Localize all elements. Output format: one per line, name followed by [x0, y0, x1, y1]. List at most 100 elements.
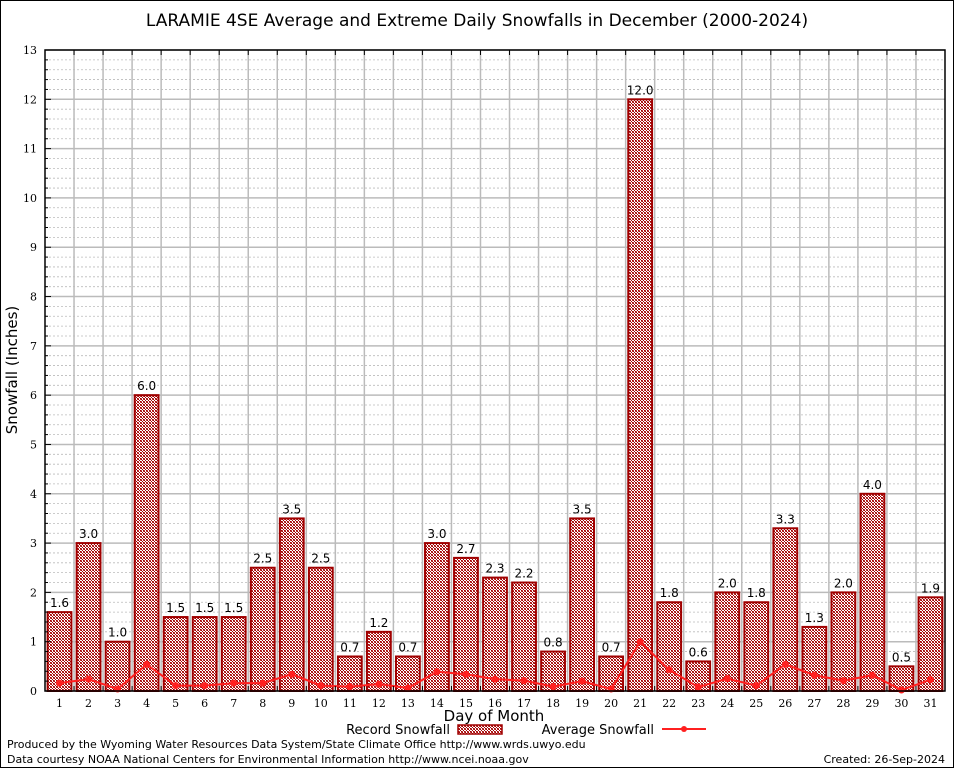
plot-border — [44, 49, 946, 692]
x-tick-label: 1 — [56, 697, 63, 710]
record-bars — [46, 98, 944, 693]
y-tick-label: 5 — [30, 438, 37, 451]
y-tick-label: 6 — [30, 389, 37, 402]
bar-value-label: 6.0 — [137, 379, 156, 393]
bar-value-label: 3.3 — [776, 512, 795, 526]
bar-value-label: 3.0 — [79, 527, 98, 541]
average-point — [201, 682, 209, 690]
record-bar — [75, 542, 102, 692]
average-point — [578, 677, 586, 685]
legend-label-average: Average Snowfall — [542, 723, 654, 738]
record-bar — [743, 601, 770, 692]
bar-value-label: 3.0 — [427, 527, 446, 541]
x-tick-label: 10 — [314, 697, 328, 710]
x-tick-label: 24 — [720, 697, 734, 710]
x-tick-label: 14 — [430, 697, 444, 710]
record-bar — [627, 98, 654, 693]
record-bar — [104, 640, 131, 693]
average-point — [752, 682, 760, 690]
x-tick-label: 4 — [143, 697, 150, 710]
record-bar — [133, 394, 160, 692]
bar-value-label: 2.0 — [718, 576, 737, 590]
record-bar — [307, 566, 334, 693]
x-tick-label: 27 — [807, 697, 821, 710]
bar-value-label: 2.3 — [485, 562, 504, 576]
y-tick-label: 8 — [30, 291, 37, 304]
x-tick-label: 3 — [114, 697, 121, 710]
footer-created-date: Created: 26-Sep-2024 — [823, 753, 945, 766]
y-tick-label: 12 — [23, 93, 37, 106]
average-point — [462, 670, 470, 678]
x-tick-label: 5 — [172, 697, 179, 710]
record-bar — [278, 517, 305, 693]
y-tick-label: 13 — [23, 44, 37, 57]
bar-value-label: 2.5 — [253, 552, 272, 566]
average-point — [404, 684, 412, 692]
bar-value-label: 1.8 — [747, 586, 766, 600]
bar-value-label: 0.5 — [892, 650, 911, 664]
x-tick-label: 16 — [488, 697, 502, 710]
average-point — [549, 683, 557, 691]
bar-value-label: 2.7 — [456, 542, 475, 556]
x-tick-label: 19 — [575, 697, 589, 710]
footer-produced-by: Produced by the Wyoming Water Resources … — [7, 738, 586, 751]
bar-value-label: 0.7 — [340, 640, 359, 654]
average-point — [85, 675, 93, 683]
average-point — [346, 683, 354, 691]
record-bar — [249, 566, 276, 693]
average-point — [839, 677, 847, 685]
average-point — [897, 686, 905, 694]
average-point — [665, 666, 673, 674]
x-tick-label: 7 — [230, 697, 237, 710]
average-point — [317, 682, 325, 690]
average-point — [810, 671, 818, 679]
average-point — [259, 679, 267, 687]
average-point — [143, 660, 151, 668]
x-tick-label: 25 — [749, 697, 763, 710]
chart-title: LARAMIE 4SE Average and Extreme Daily Sn… — [146, 11, 808, 31]
record-bar — [46, 611, 73, 692]
average-point — [230, 679, 238, 687]
record-bar — [191, 616, 218, 692]
bar-value-label: 1.5 — [166, 601, 185, 615]
record-bar — [801, 625, 828, 693]
x-tick-label: 26 — [778, 697, 792, 710]
x-axis-label: Day of Month — [444, 707, 545, 725]
bar-value-label: 1.5 — [195, 601, 214, 615]
average-point — [375, 680, 383, 688]
average-point — [56, 679, 64, 687]
legend-label-record: Record Snowfall — [346, 723, 450, 738]
average-point — [433, 668, 441, 676]
bar-labels: 1.6 3.0 1.0 6.0 1.5 1.5 1.5 2.5 3.5 2.5 0.7 1.2 0.7 3… — [50, 83, 940, 664]
bar-value-label: 1.8 — [660, 586, 679, 600]
average-point — [926, 676, 934, 684]
bar-value-label: 0.7 — [602, 640, 621, 654]
average-point — [520, 677, 528, 685]
bar-value-label: 1.0 — [108, 626, 127, 640]
x-tick-label: 11 — [343, 697, 357, 710]
y-tick-label: 1 — [30, 636, 37, 649]
y-tick-label: 2 — [30, 586, 37, 599]
bar-value-label: 1.3 — [805, 611, 824, 625]
x-tick-label: 17 — [517, 697, 531, 710]
bar-value-label: 4.0 — [863, 478, 882, 492]
footer-data-courtesy: Data courtesy NOAA National Centers for … — [7, 753, 529, 766]
x-tick-label: 2 — [85, 697, 92, 710]
bar-value-label: 2.2 — [514, 567, 533, 581]
x-tick-label: 29 — [865, 697, 879, 710]
bar-value-label: 3.5 — [573, 502, 592, 516]
x-tick-label: 31 — [923, 697, 937, 710]
average-point — [491, 675, 499, 683]
bar-value-label: 1.5 — [224, 601, 243, 615]
record-bar — [859, 492, 886, 692]
record-bar — [569, 517, 595, 693]
x-tick-label: 21 — [633, 697, 647, 710]
x-tick-label: 18 — [546, 697, 560, 710]
x-tick-label: 28 — [836, 697, 850, 710]
x-tick-label: 8 — [259, 697, 266, 710]
legend-marker-average — [681, 726, 687, 732]
x-tick-label: 12 — [372, 697, 386, 710]
average-point — [723, 675, 731, 683]
